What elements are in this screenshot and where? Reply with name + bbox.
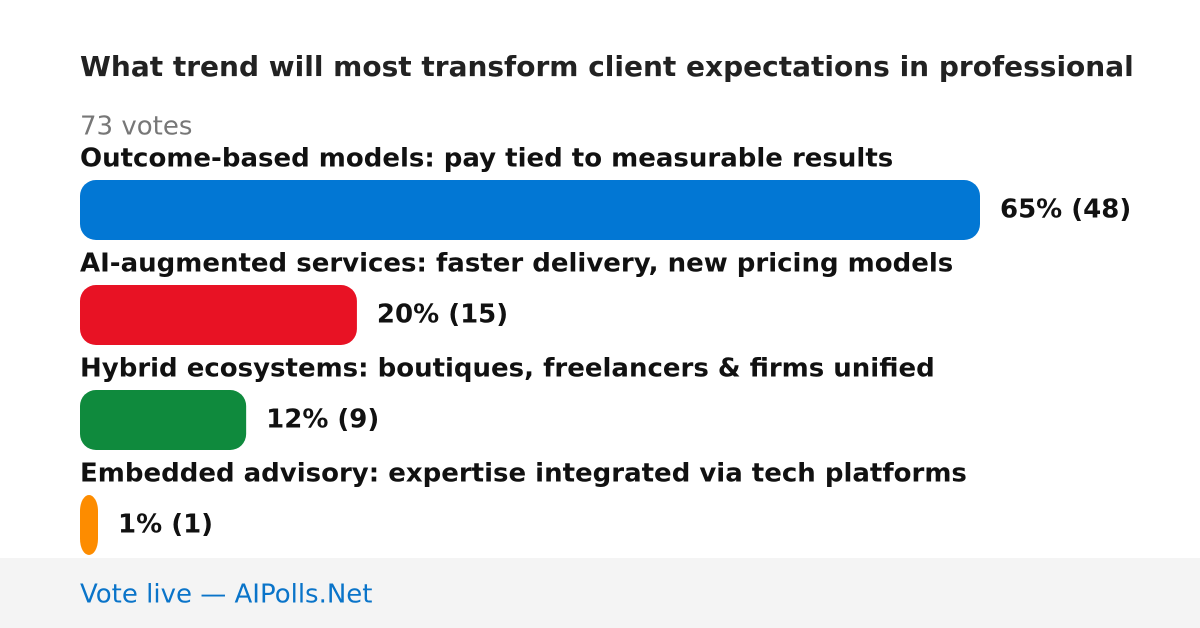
vote-count: 73 votes xyxy=(80,112,192,142)
value-label: 12% (9) xyxy=(266,405,379,435)
bar xyxy=(80,495,98,555)
footer-link[interactable]: Vote live — AIPolls.Net xyxy=(80,580,373,610)
option-label: AI-augmented services: faster delivery, … xyxy=(80,249,953,279)
value-label: 20% (15) xyxy=(377,300,508,330)
bar xyxy=(80,285,357,345)
value-label: 1% (1) xyxy=(118,510,213,540)
bar xyxy=(80,180,980,240)
option-label: Outcome-based models: pay tied to measur… xyxy=(80,144,893,174)
poll-title: What trend will most transform client ex… xyxy=(80,50,1134,83)
footer-band xyxy=(0,558,1200,628)
option-label: Embedded advisory: expertise integrated … xyxy=(80,459,967,489)
value-label: 65% (48) xyxy=(1000,195,1131,225)
option-label: Hybrid ecosystems: boutiques, freelancer… xyxy=(80,354,935,384)
bar xyxy=(80,390,247,450)
